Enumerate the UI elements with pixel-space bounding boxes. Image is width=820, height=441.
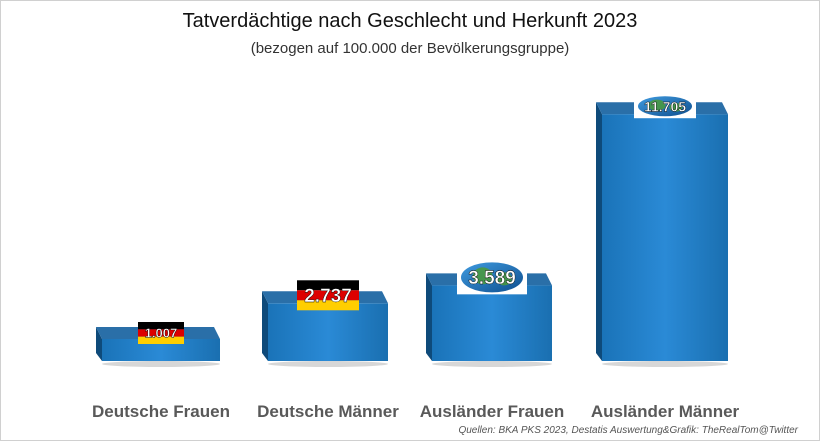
category-label: Deutsche Männer xyxy=(257,402,399,421)
globe-icon xyxy=(457,260,527,295)
value-label-group: 2.737 xyxy=(297,280,359,311)
bar-side xyxy=(596,102,602,362)
german-flag-icon xyxy=(138,322,184,344)
bar xyxy=(596,102,728,367)
value-label: 1.007 xyxy=(145,326,178,341)
value-label: 3.589 xyxy=(468,268,516,289)
value-label-group: 11.705 xyxy=(634,94,696,119)
bar-front xyxy=(602,114,728,362)
value-label-group: 3.589 xyxy=(457,260,527,295)
bar xyxy=(96,327,220,367)
bar-front xyxy=(268,303,388,361)
chart-title: Tatverdächtige nach Geschlecht und Herku… xyxy=(182,10,638,32)
bar-side xyxy=(426,273,432,361)
bar-shadow xyxy=(102,361,220,367)
value-label: 11.705 xyxy=(644,98,686,114)
category-label: Deutsche Frauen xyxy=(92,402,230,421)
bar-shadow xyxy=(268,361,388,367)
value-label: 2.737 xyxy=(304,286,352,307)
value-label-group: 1.007 xyxy=(138,322,184,344)
category-label: Ausländer Männer xyxy=(591,402,740,421)
category-label: Ausländer Frauen xyxy=(420,402,565,421)
bar-front xyxy=(432,285,552,361)
bar-side xyxy=(96,327,102,361)
chart-subtitle: (bezogen auf 100.000 der Bevölkerungsgru… xyxy=(250,40,570,57)
bar-front xyxy=(102,339,220,361)
globe-icon xyxy=(634,94,696,119)
german-flag-icon xyxy=(297,280,359,311)
source-note: Quellen: BKA PKS 2023, Destatis Auswertu… xyxy=(458,425,798,436)
bar-side xyxy=(262,291,268,361)
bar-shadow xyxy=(432,361,552,367)
bar-shadow xyxy=(602,361,728,367)
